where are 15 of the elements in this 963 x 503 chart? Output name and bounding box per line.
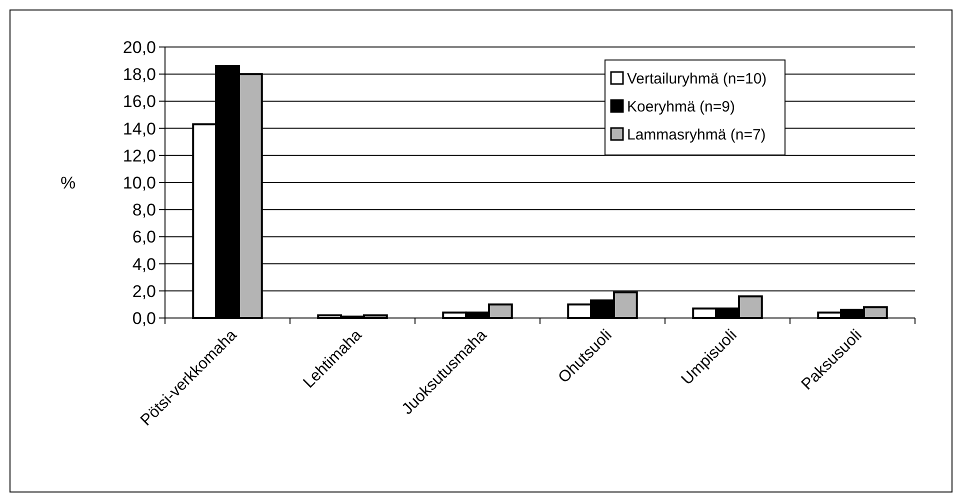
y-tick-label: 18,0: [122, 65, 156, 84]
y-axis-title: %: [60, 173, 76, 192]
y-tick-label: 0,0: [132, 308, 156, 328]
y-tick-label: 20,0: [122, 38, 156, 57]
y-tick-label: 6,0: [132, 228, 156, 247]
legend-label: Vertailuryhmä (n=10): [627, 70, 767, 88]
y-tick-label: 10,0: [122, 173, 156, 192]
legend-label: Lammasryhmä (n=7): [627, 126, 766, 144]
y-tick-label: 12,0: [122, 146, 156, 166]
y-tick-label: 14,0: [122, 119, 156, 138]
y-tick-label: 16,0: [122, 92, 156, 112]
legend-label: Koeryhmä (n=9): [627, 98, 735, 116]
y-tick-label: 2,0: [132, 282, 156, 301]
y-tick-label: 4,0: [132, 254, 156, 274]
y-tick-label: 8,0: [132, 200, 156, 220]
